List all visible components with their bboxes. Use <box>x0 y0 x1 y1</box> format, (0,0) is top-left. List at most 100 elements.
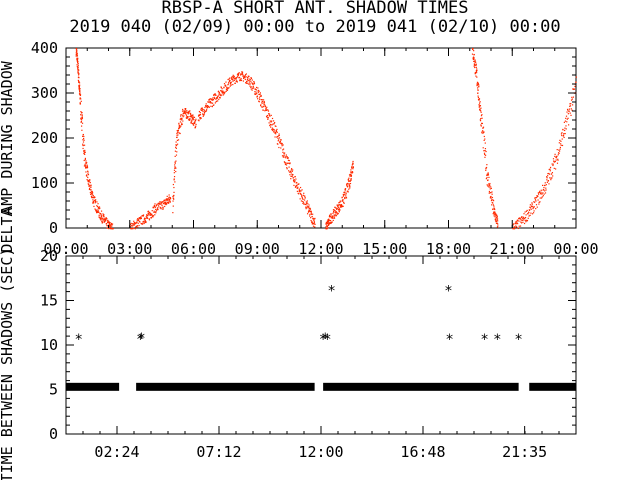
top-data-point <box>285 162 287 164</box>
top-data-point <box>88 179 90 182</box>
top-data-point <box>204 106 206 109</box>
bottom-baseline-band <box>323 382 519 391</box>
top-data-point <box>490 186 492 188</box>
top-data-point <box>331 221 333 223</box>
top-data-point <box>82 143 84 145</box>
top-data-point <box>168 202 170 204</box>
top-data-point <box>566 118 568 120</box>
top-data-point <box>80 98 82 100</box>
top-data-point <box>350 171 352 173</box>
top-data-point <box>337 204 340 206</box>
top-data-point <box>488 192 490 194</box>
top-data-point <box>94 196 96 198</box>
top-data-point <box>110 227 112 229</box>
top-data-point <box>242 73 244 75</box>
bottom-baseline-band <box>136 382 315 391</box>
top-data-point <box>521 216 523 218</box>
top-data-point <box>162 208 164 210</box>
top-data-point <box>250 77 253 80</box>
top-data-point <box>247 83 250 85</box>
top-data-point <box>476 69 478 72</box>
top-data-point <box>548 173 551 175</box>
top-data-point <box>490 192 492 194</box>
top-data-point <box>472 48 474 51</box>
top-data-point <box>488 176 490 179</box>
top-data-point <box>225 88 227 90</box>
top-data-point <box>148 219 151 221</box>
top-data-point <box>490 199 493 202</box>
top-data-point <box>476 76 478 78</box>
top-data-point <box>222 91 224 93</box>
top-data-point <box>557 159 559 161</box>
top-data-point <box>77 74 80 76</box>
top-data-point <box>222 92 224 94</box>
top-data-point <box>484 149 486 152</box>
top-data-point <box>244 78 246 81</box>
top-data-point <box>352 171 354 174</box>
top-data-point <box>340 200 342 202</box>
top-data-point <box>550 179 552 181</box>
top-data-point <box>141 223 143 225</box>
top-data-point <box>535 200 537 202</box>
top-data-point <box>476 81 479 83</box>
top-data-point <box>101 218 104 220</box>
top-data-point <box>283 155 285 157</box>
top-data-point <box>475 64 477 66</box>
top-data-point <box>327 221 329 223</box>
top-data-point <box>278 134 280 137</box>
top-data-point <box>560 133 563 135</box>
bottom-x-tick-label: 21:35 <box>502 443 547 461</box>
top-data-point <box>308 210 310 212</box>
top-data-point <box>181 118 183 120</box>
top-data-point <box>488 190 491 193</box>
top-data-point <box>112 228 114 230</box>
top-data-point <box>568 110 570 112</box>
top-data-point <box>556 162 559 164</box>
top-data-point <box>166 203 168 205</box>
top-data-point <box>75 55 77 57</box>
top-data-point <box>328 221 330 223</box>
top-data-point <box>558 149 560 151</box>
top-data-point <box>302 194 304 196</box>
top-data-point <box>563 133 565 135</box>
top-data-point <box>304 195 306 197</box>
top-panel: 00:00 03:00 06:00 09:00 12:00 15:00 18:00 21:00… <box>0 39 599 258</box>
top-data-point <box>350 177 352 180</box>
top-data-point <box>198 114 200 116</box>
top-data-point <box>260 99 263 101</box>
top-data-point <box>305 203 307 205</box>
top-data-point <box>265 115 268 118</box>
top-data-point <box>326 225 328 227</box>
bottom-y-axis-label: TIME BETWEEN SHADOWS (SEC) <box>0 248 16 480</box>
top-data-point <box>494 218 497 220</box>
top-data-point <box>305 201 307 203</box>
bottom-baseline-band <box>66 382 120 391</box>
top-data-point <box>337 209 339 211</box>
top-data-point <box>348 184 350 186</box>
top-data-point <box>496 226 499 228</box>
top-data-point <box>493 208 496 210</box>
top-data-point <box>345 193 347 195</box>
top-data-point <box>482 126 485 128</box>
top-data-point <box>312 225 315 227</box>
top-data-point <box>486 184 488 186</box>
top-data-point <box>475 63 477 65</box>
top-data-point <box>488 186 490 188</box>
top-data-point <box>190 113 192 115</box>
top-data-point <box>97 206 100 208</box>
top-data-point <box>347 180 350 182</box>
top-data-point <box>215 98 217 100</box>
top-data-point <box>289 170 292 172</box>
top-data-point <box>333 214 336 216</box>
bottom-y-tick-label: 0 <box>49 425 58 443</box>
top-data-point <box>290 175 292 177</box>
top-data-point <box>488 185 490 187</box>
top-data-point <box>296 187 299 189</box>
top-data-point <box>514 223 516 225</box>
top-data-point <box>160 203 163 205</box>
top-data-point <box>348 188 350 190</box>
top-data-point <box>84 149 86 152</box>
top-data-point <box>157 202 159 205</box>
top-data-point <box>226 86 228 89</box>
top-data-point <box>78 85 81 88</box>
